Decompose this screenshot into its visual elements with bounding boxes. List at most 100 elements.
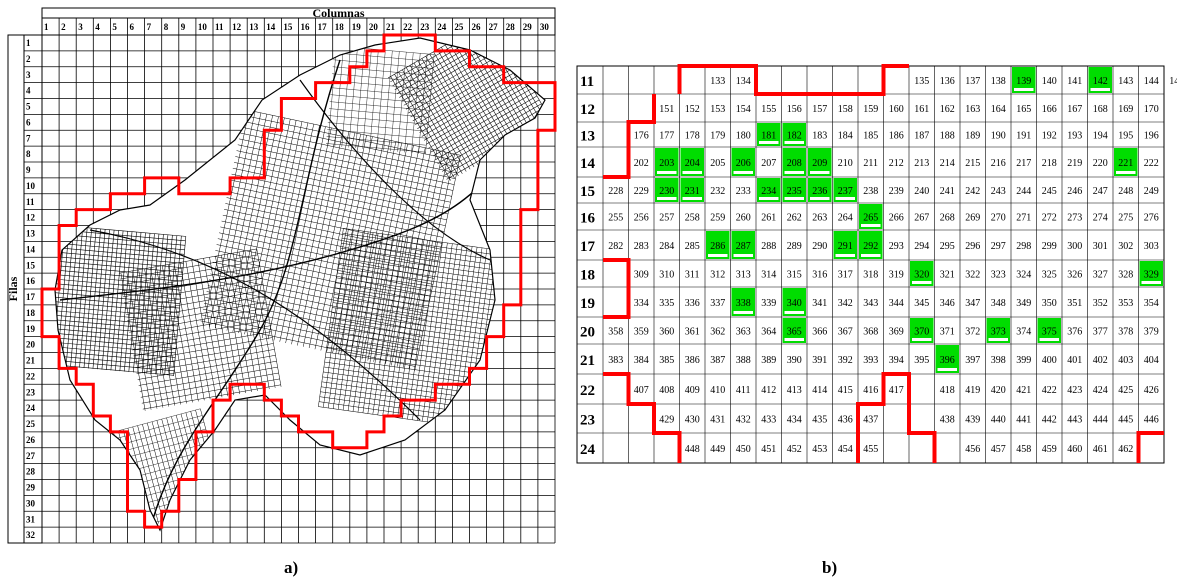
cell-number: 397 bbox=[965, 355, 980, 366]
street-line bbox=[229, 185, 445, 232]
column-number: 30 bbox=[540, 22, 550, 32]
highlighted-cell-mark bbox=[759, 197, 779, 200]
row-number: 1 bbox=[26, 38, 31, 48]
main-road bbox=[299, 79, 491, 261]
cell-number: 362 bbox=[710, 327, 725, 338]
street-line bbox=[132, 426, 159, 524]
street-line bbox=[212, 261, 429, 309]
street-line bbox=[329, 108, 429, 118]
row-number: 28 bbox=[26, 467, 36, 477]
street-line bbox=[398, 71, 459, 177]
city-streets bbox=[55, 38, 545, 530]
street-line bbox=[128, 232, 142, 372]
cell-number: 260 bbox=[736, 213, 751, 224]
highlighted-cell-mark bbox=[784, 171, 804, 174]
highlighted-cell-mark bbox=[1141, 281, 1161, 284]
street-line bbox=[150, 234, 164, 374]
cell-number: 258 bbox=[685, 213, 700, 224]
cell-number: 394 bbox=[889, 355, 904, 366]
street-line bbox=[327, 129, 427, 139]
cell-number: 323 bbox=[991, 270, 1006, 281]
street-line bbox=[437, 49, 498, 154]
cell-number: 350 bbox=[1042, 298, 1057, 309]
cell-number: 142 bbox=[1093, 76, 1108, 87]
street-line bbox=[136, 349, 275, 374]
street-line bbox=[349, 141, 397, 357]
row-number: 17 bbox=[26, 292, 36, 302]
column-number: 18 bbox=[335, 22, 345, 32]
row-number: 4 bbox=[26, 86, 31, 96]
street-line bbox=[392, 38, 497, 87]
street-line bbox=[224, 209, 440, 256]
row-number: 22 bbox=[26, 371, 36, 381]
cell-number: 143 bbox=[1118, 76, 1133, 87]
street-line bbox=[144, 268, 170, 407]
cell-number: 462 bbox=[1118, 444, 1133, 455]
cell-number: 440 bbox=[991, 415, 1006, 426]
cell-number: 178 bbox=[685, 131, 700, 142]
street-line bbox=[55, 331, 177, 345]
street-line bbox=[214, 112, 262, 329]
street-line bbox=[452, 40, 514, 145]
street-line bbox=[425, 54, 435, 155]
street-line bbox=[137, 355, 276, 380]
highlighted-cell bbox=[757, 123, 781, 146]
street-line bbox=[330, 87, 431, 97]
street-line bbox=[133, 331, 272, 357]
cell-number: 416 bbox=[863, 385, 878, 396]
street-line bbox=[402, 69, 463, 174]
street-line bbox=[65, 226, 79, 367]
cell-number: 390 bbox=[787, 355, 802, 366]
cell-number: 272 bbox=[1042, 213, 1057, 224]
highlighted-cell bbox=[782, 318, 806, 343]
street-line bbox=[232, 116, 279, 332]
cell-number: 343 bbox=[863, 298, 878, 309]
cell-number: 290 bbox=[812, 241, 827, 252]
column-number: 21 bbox=[386, 22, 396, 32]
street-line bbox=[55, 295, 180, 309]
highlighted-cell bbox=[1037, 318, 1061, 343]
street-line bbox=[323, 229, 349, 408]
street-line bbox=[203, 110, 250, 326]
cell-number: 458 bbox=[1016, 444, 1031, 455]
street-line bbox=[423, 80, 529, 141]
cell-number: 220 bbox=[1093, 158, 1108, 169]
street-line bbox=[106, 230, 119, 370]
cell-number: 320 bbox=[914, 270, 929, 281]
highlighted-cell-mark bbox=[835, 197, 855, 200]
street-line bbox=[211, 267, 427, 314]
street-line bbox=[55, 259, 183, 273]
cell-number: 341 bbox=[812, 298, 827, 309]
cell-number: 153 bbox=[710, 104, 725, 115]
cell-number: 413 bbox=[787, 385, 802, 396]
street-line bbox=[435, 99, 540, 161]
street-line bbox=[383, 50, 393, 151]
column-number: 1 bbox=[44, 22, 49, 32]
cell-number: 415 bbox=[838, 385, 853, 396]
highlighted-cell-mark bbox=[810, 197, 830, 200]
street-line bbox=[167, 264, 193, 403]
street-line bbox=[132, 325, 271, 351]
cell-number: 138 bbox=[991, 76, 1006, 87]
cell-number: 162 bbox=[940, 104, 955, 115]
caption-b: b) bbox=[822, 558, 838, 577]
row-number: 7 bbox=[26, 133, 31, 143]
street-line bbox=[432, 95, 538, 157]
cell-number: 169 bbox=[1118, 104, 1133, 115]
row-number: 10 bbox=[26, 181, 36, 191]
street-line bbox=[97, 229, 110, 370]
street-line bbox=[220, 226, 436, 273]
cell-number: 262 bbox=[787, 213, 802, 224]
highlighted-cell bbox=[910, 318, 934, 343]
cell-number: 452 bbox=[787, 444, 802, 455]
cell-number: 257 bbox=[659, 213, 674, 224]
cell-number: 297 bbox=[991, 241, 1006, 252]
street-line bbox=[55, 273, 182, 286]
row-number: 13 bbox=[26, 229, 36, 239]
cell-number: 316 bbox=[812, 270, 827, 281]
street-line bbox=[337, 231, 364, 410]
highlighted-cell-mark bbox=[835, 254, 855, 257]
cell-number: 180 bbox=[736, 131, 751, 142]
cell-number: 181 bbox=[761, 131, 776, 142]
